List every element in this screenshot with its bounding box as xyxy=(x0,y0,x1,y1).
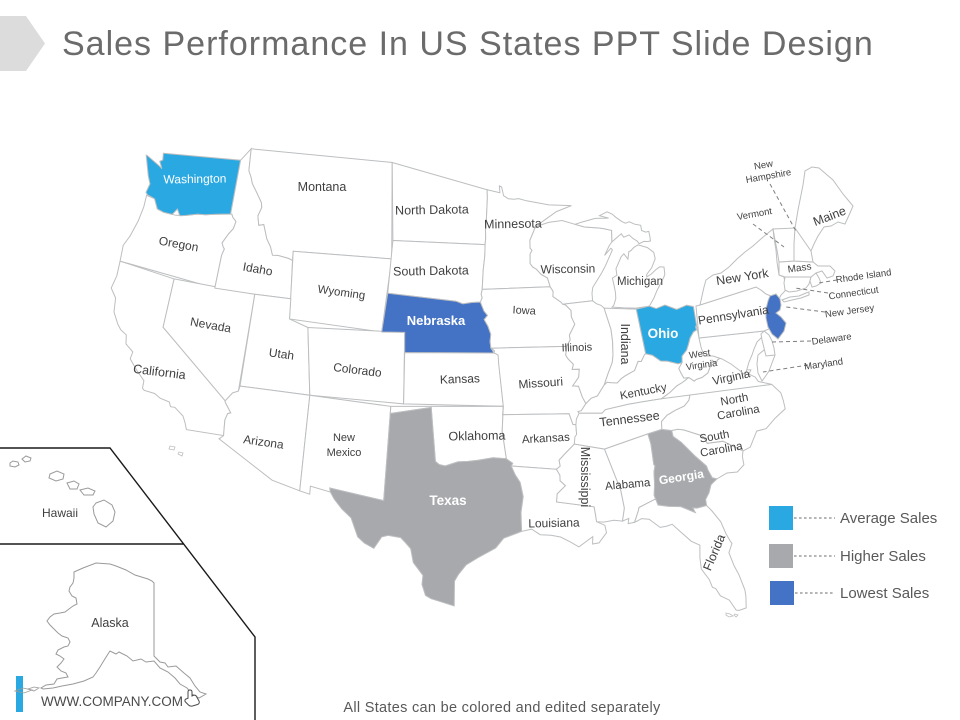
svg-text:Alabama: Alabama xyxy=(605,477,652,493)
svg-text:Nebraska: Nebraska xyxy=(407,313,466,328)
svg-text:West: West xyxy=(688,348,711,362)
svg-text:Louisiana: Louisiana xyxy=(528,516,580,531)
svg-text:Colorado: Colorado xyxy=(332,360,382,380)
svg-text:Iowa: Iowa xyxy=(512,304,537,317)
svg-text:Washington: Washington xyxy=(163,171,226,186)
svg-text:WWW.COMPANY.COM: WWW.COMPANY.COM xyxy=(41,694,183,709)
svg-text:Mexico: Mexico xyxy=(327,447,362,459)
svg-text:New: New xyxy=(333,432,355,444)
svg-text:Sales Performance In US States: Sales Performance In US States PPT Slide… xyxy=(62,25,874,63)
svg-text:Wisconsin: Wisconsin xyxy=(540,262,595,277)
svg-text:Arizona: Arizona xyxy=(242,432,285,452)
svg-text:New: New xyxy=(753,158,774,172)
svg-text:All States can be colored and: All States can be colored and edited sep… xyxy=(343,700,661,716)
svg-text:Lowest Sales: Lowest Sales xyxy=(840,585,929,602)
svg-text:Higher Sales: Higher Sales xyxy=(840,548,926,565)
svg-text:Oregon: Oregon xyxy=(158,234,200,255)
svg-text:South Dakota: South Dakota xyxy=(393,263,469,278)
svg-text:Texas: Texas xyxy=(429,493,466,508)
svg-text:Illinois: Illinois xyxy=(561,341,592,354)
svg-text:Minnesota: Minnesota xyxy=(484,216,542,231)
svg-text:Mass: Mass xyxy=(787,261,812,275)
svg-text:North: North xyxy=(720,392,750,409)
svg-text:Ohio: Ohio xyxy=(648,326,679,341)
svg-text:Alaska: Alaska xyxy=(91,616,129,630)
svg-text:South: South xyxy=(699,429,731,446)
svg-text:Average Sales: Average Sales xyxy=(840,510,937,527)
svg-text:Utah: Utah xyxy=(268,345,295,362)
svg-text:Indiana: Indiana xyxy=(618,323,632,364)
svg-text:Oklahoma: Oklahoma xyxy=(448,429,505,444)
svg-text:Virginia: Virginia xyxy=(685,358,718,373)
svg-text:California: California xyxy=(132,362,186,382)
svg-text:Idaho: Idaho xyxy=(242,260,274,279)
svg-text:North Dakota: North Dakota xyxy=(395,202,469,217)
svg-text:Montana: Montana xyxy=(298,180,347,194)
svg-text:Missouri: Missouri xyxy=(518,374,564,391)
svg-text:Michigan: Michigan xyxy=(617,276,663,288)
svg-text:Kansas: Kansas xyxy=(440,371,480,386)
svg-text:Mississippi: Mississippi xyxy=(578,447,592,507)
svg-text:Arkansas: Arkansas xyxy=(522,432,571,447)
svg-text:Maryland: Maryland xyxy=(804,356,844,372)
svg-text:Hawaii: Hawaii xyxy=(42,506,78,520)
